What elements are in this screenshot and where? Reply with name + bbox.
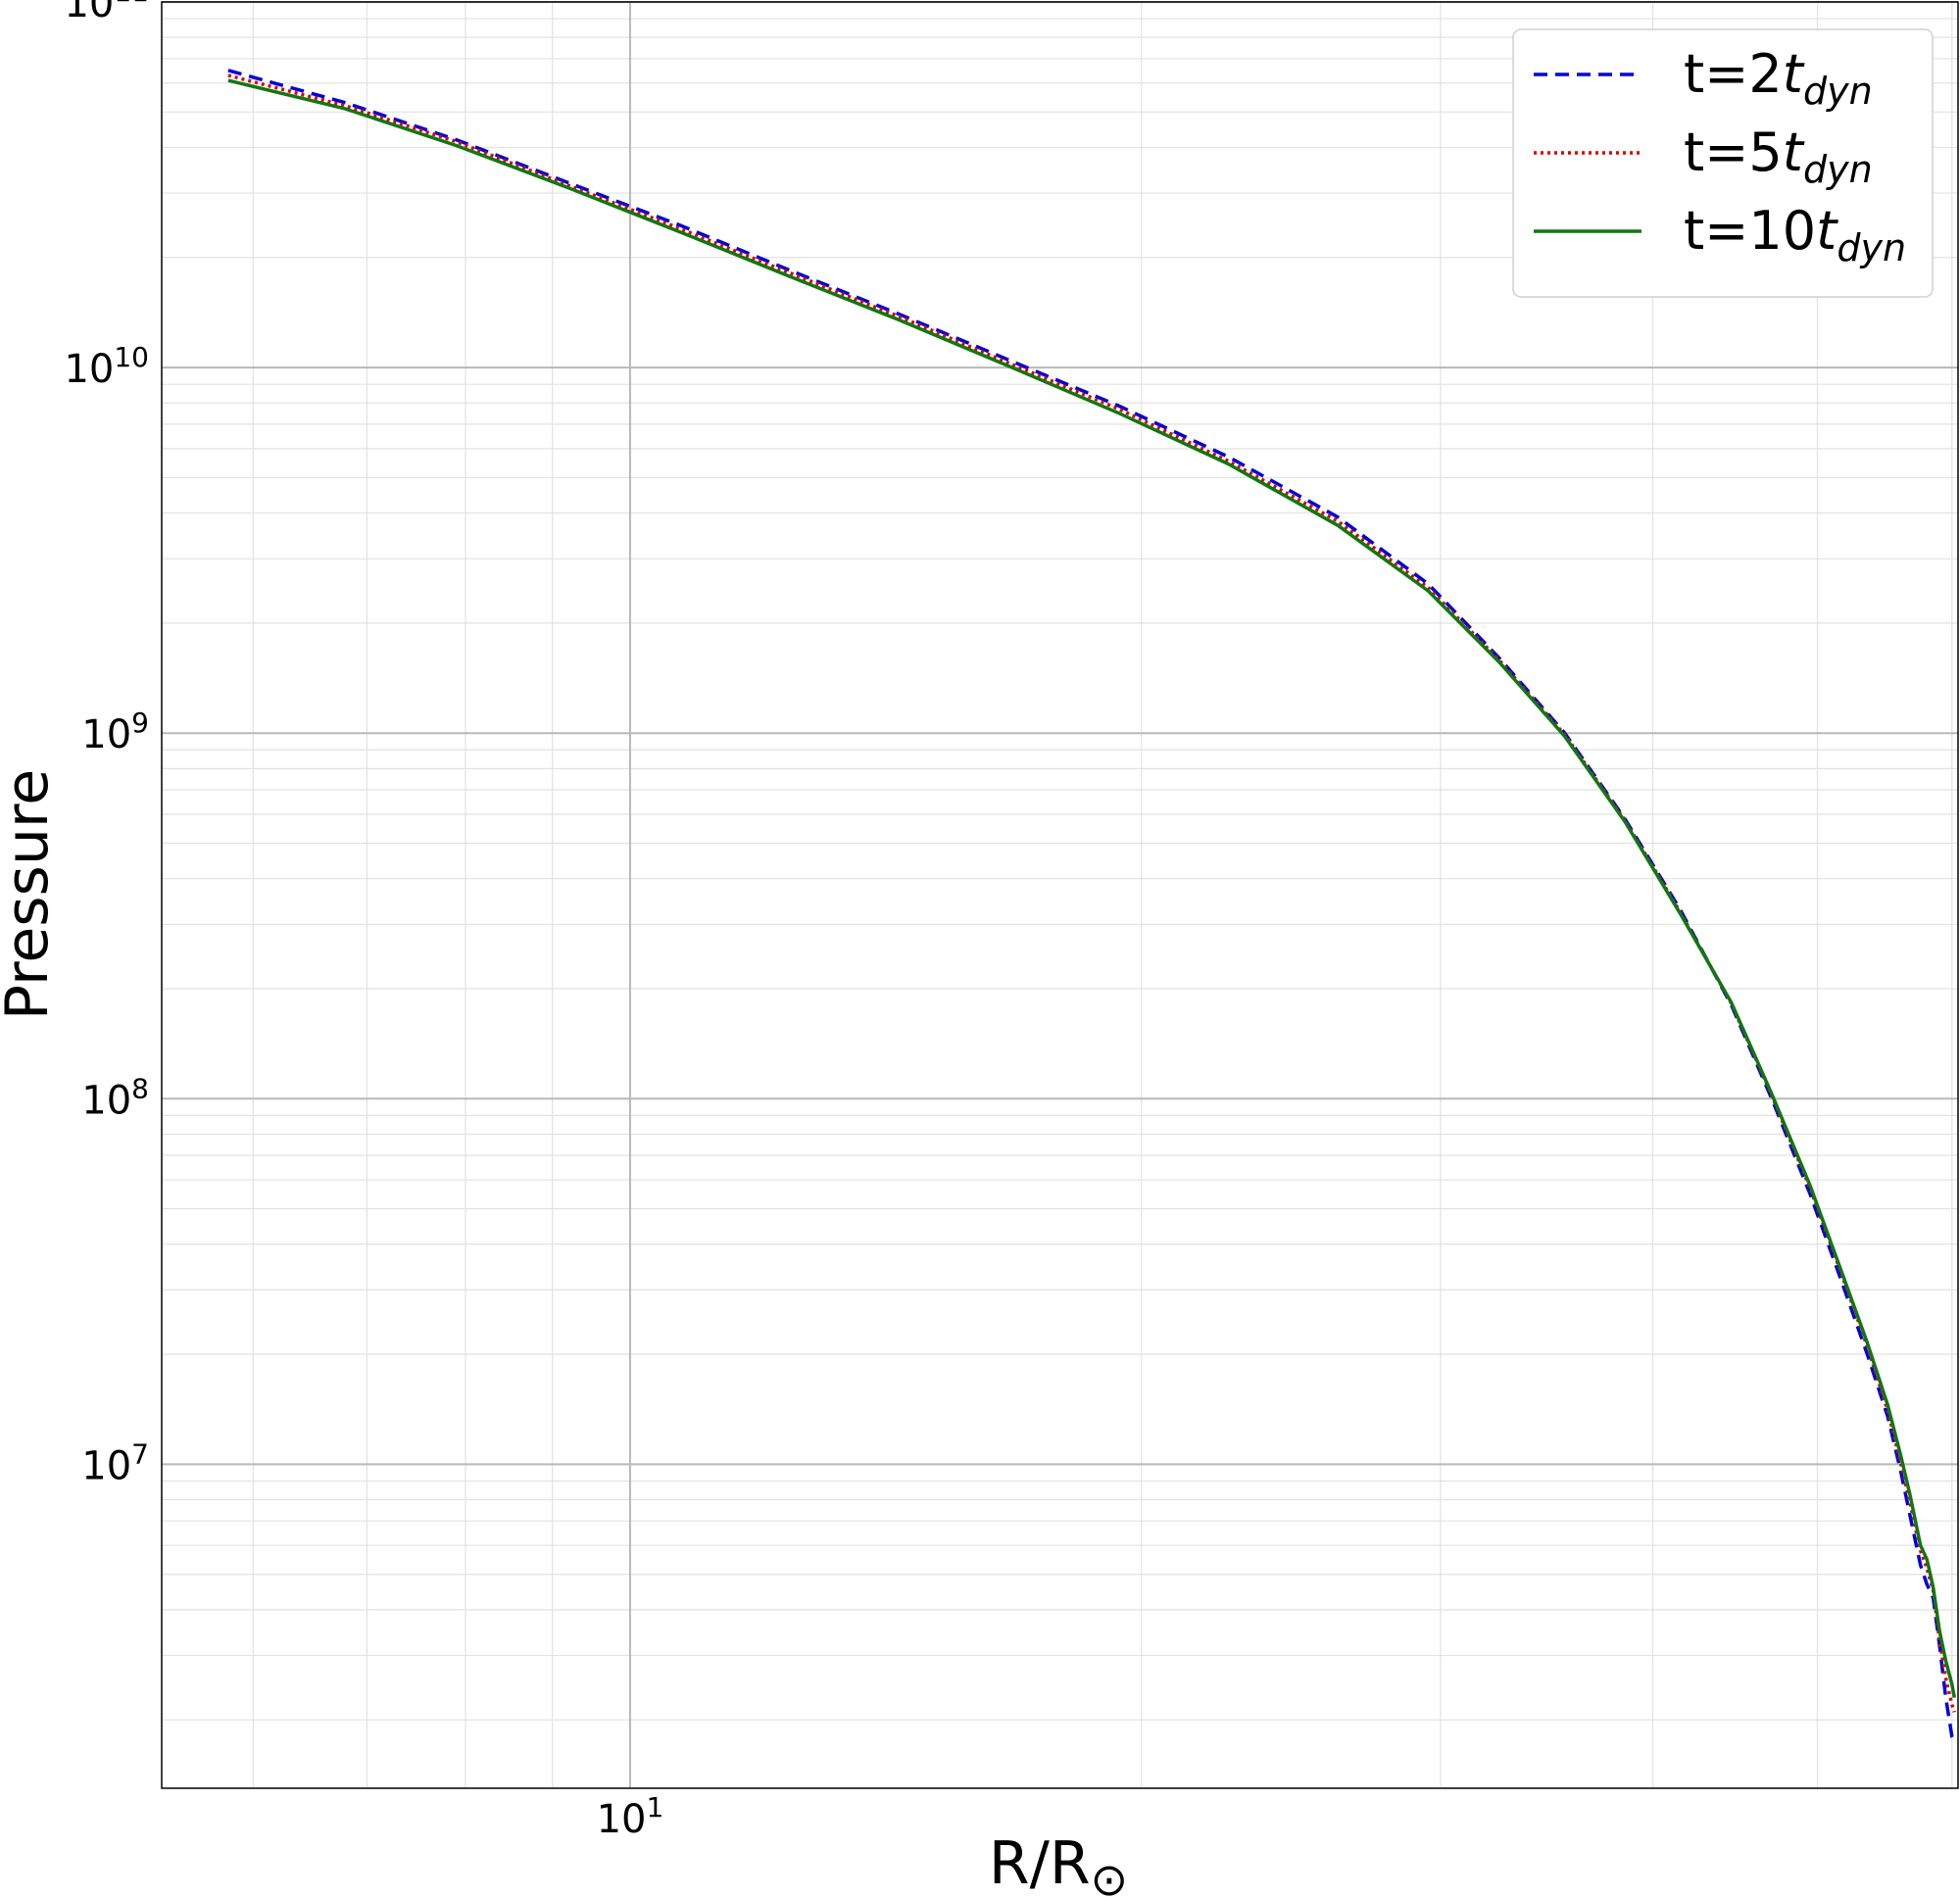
legend-label-3: t=10tdyn [1684, 200, 1906, 269]
x-axis-label-main: R/R [989, 1829, 1091, 1897]
y-tick-label: 1011 [64, 0, 149, 26]
y-tick-base: 10 [81, 1078, 131, 1123]
legend-label-subscript: dyn [1837, 226, 1906, 269]
y-tick-exponent: 10 [114, 341, 149, 373]
y-tick-base: 10 [64, 347, 114, 392]
series-line-1 [227, 69, 1956, 1742]
legend-label-italic: t [1783, 43, 1805, 105]
legend-label-italic: t [1783, 122, 1805, 183]
y-tick-base: 10 [81, 712, 131, 757]
y-axis-label: Pressure [0, 769, 62, 1020]
y-tick-exponent: 11 [114, 0, 149, 8]
x-tick-exponent: 1 [646, 1791, 663, 1824]
y-tick-label: 108 [81, 1072, 149, 1123]
plot-background [162, 2, 1958, 1788]
y-tick-exponent: 9 [131, 706, 149, 739]
x-tick-base: 10 [597, 1797, 647, 1842]
legend-label-subscript: dyn [1803, 148, 1873, 191]
legend-label-1: t=2tdyn [1684, 43, 1873, 113]
series-layer [227, 69, 1957, 1742]
y-tick-label: 107 [81, 1437, 149, 1488]
legend-label-subscript: dyn [1803, 70, 1873, 113]
series-line-3 [227, 78, 1957, 1698]
legend-label-prefix: t=2 [1684, 43, 1783, 105]
y-tick-base: 10 [81, 1443, 131, 1488]
legend-label-prefix: t=10 [1684, 200, 1816, 262]
x-axis-label-sub: ⊙ [1091, 1853, 1129, 1897]
y-tick-label: 109 [81, 706, 149, 757]
legend-label-italic: t [1816, 200, 1838, 262]
y-tick-exponent: 7 [131, 1437, 149, 1470]
y-tick-exponent: 8 [131, 1072, 149, 1104]
y-tick-base: 10 [64, 0, 114, 26]
legend-label-prefix: t=5 [1684, 122, 1783, 183]
plot-frame [161, 1, 1959, 1789]
tick-labels: 10710810910101011101 [64, 0, 663, 1842]
legend-label-2: t=5tdyn [1684, 122, 1873, 191]
y-tick-label: 1010 [64, 341, 149, 392]
x-axis-label: R/R⊙ [989, 1829, 1128, 1897]
x-tick-label: 101 [597, 1791, 664, 1842]
